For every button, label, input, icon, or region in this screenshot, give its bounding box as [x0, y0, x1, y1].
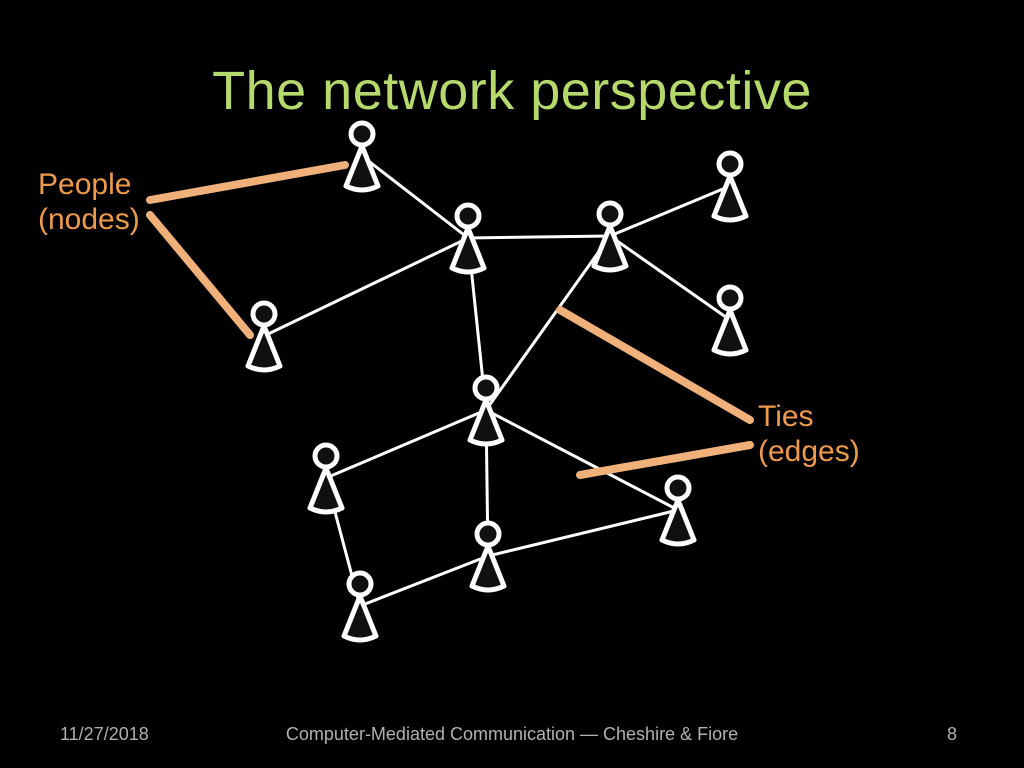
person-icon [310, 445, 342, 512]
label-ties-line2: (edges) [758, 435, 860, 468]
label-people-line1: People [38, 168, 131, 201]
network-edge [326, 410, 486, 478]
footer-center: Computer-Mediated Communication — Cheshi… [0, 724, 1024, 745]
person-icon [470, 377, 502, 444]
label-people: People (nodes) [38, 168, 140, 237]
slide-title: The network perspective [0, 60, 1024, 122]
person-icon [346, 123, 378, 190]
label-people-line2: (nodes) [38, 203, 140, 236]
slide-stage: The network perspective People (nodes) T… [0, 0, 1024, 768]
network-edge [264, 238, 468, 336]
person-icon [714, 153, 746, 220]
network-edge [362, 156, 468, 238]
callout-line [150, 165, 345, 200]
label-ties: Ties (edges) [758, 400, 860, 469]
footer-page: 8 [947, 724, 957, 745]
callout-line [580, 445, 750, 475]
network-edge [360, 556, 488, 606]
network-edge [610, 236, 730, 320]
label-ties-line1: Ties [758, 400, 814, 433]
callout-line [150, 215, 250, 335]
person-icon [662, 477, 694, 544]
person-icon [714, 287, 746, 354]
person-icon [472, 523, 504, 590]
network-edge [486, 236, 610, 410]
person-icon [344, 573, 376, 640]
network-edge [610, 186, 730, 236]
network-edge [468, 236, 610, 238]
network-edge [488, 510, 678, 556]
